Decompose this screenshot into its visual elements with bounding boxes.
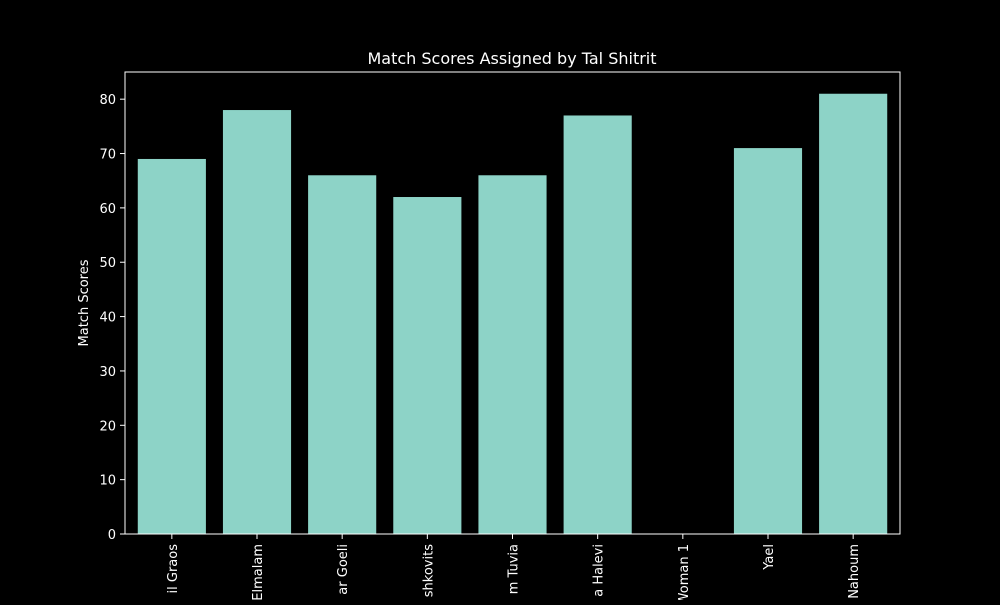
y-ticks-group: 0 10 20 30 40 50 60 70 80 xyxy=(99,93,125,543)
x-tick-label-3: shkovits xyxy=(421,544,436,597)
x-tick-label-1: Elmalam xyxy=(251,544,266,600)
y-tick-label-5: 50 xyxy=(99,256,116,271)
x-tick-label-2: ar Goeli xyxy=(336,544,351,595)
plot-frame xyxy=(124,71,901,535)
x-ticks-group: il Graos Elmalam ar Goeli shkovits m Tuvia a … xyxy=(166,534,862,605)
y-tick-label-4: 40 xyxy=(99,311,116,326)
y-tick-label-8: 80 xyxy=(99,93,116,108)
y-tick-label-1: 10 xyxy=(99,474,116,489)
bar-7 xyxy=(733,148,803,534)
x-tick-label-7: Yael xyxy=(762,544,777,571)
bars-group xyxy=(137,93,888,535)
bar-3 xyxy=(393,197,462,534)
y-axis-label: Match Scores xyxy=(77,259,92,346)
y-tick-label-6: 60 xyxy=(99,202,116,217)
x-tick-label-6: Woman 1 xyxy=(677,544,692,600)
x-tick-label-0: il Graos xyxy=(166,544,181,594)
bar-0 xyxy=(137,158,206,534)
y-tick-label-7: 70 xyxy=(99,148,116,163)
bar-4 xyxy=(478,175,547,535)
x-tick-label-8: Nahoum xyxy=(847,544,862,599)
bar-2 xyxy=(308,175,377,535)
bar-5 xyxy=(563,115,632,534)
chart-title: Match Scores Assigned by Tal Shitrit xyxy=(367,49,656,68)
bar-8 xyxy=(819,93,888,534)
y-tick-label-0: 0 xyxy=(108,528,116,543)
bar-1 xyxy=(222,110,292,534)
x-tick-label-4: m Tuvia xyxy=(507,544,522,594)
x-tick-label-5: a Halevi xyxy=(592,544,607,597)
y-tick-label-3: 30 xyxy=(99,365,116,380)
y-tick-label-2: 20 xyxy=(99,419,116,434)
